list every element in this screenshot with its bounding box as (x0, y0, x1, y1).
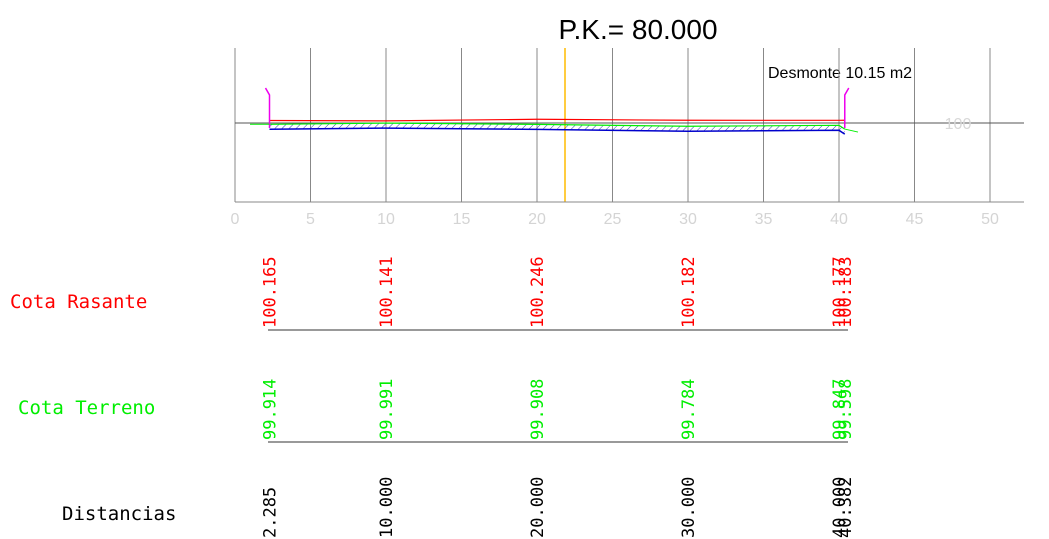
row-value: 40.000 (830, 477, 850, 538)
annotation: Desmonte 10.15 m2 (768, 65, 912, 82)
row-value: 100.141 (377, 256, 397, 328)
x-tick-label: 30 (679, 211, 697, 228)
x-tick-label: 5 (306, 211, 315, 228)
terrain-ext (844, 128, 859, 133)
row-value: 99.847 (830, 379, 850, 440)
row-value: 2.285 (261, 487, 281, 538)
curb (264, 87, 271, 128)
row-value: 100.246 (528, 256, 548, 328)
row-value: 20.000 (528, 477, 548, 538)
row-value: 100.183 (836, 256, 856, 328)
terrain-line (269, 122, 846, 130)
row-value: 99.991 (377, 379, 397, 440)
row-label: Distancias (62, 503, 176, 525)
row-value: 99.784 (679, 379, 699, 440)
row-value: 30.000 (679, 477, 699, 538)
cut-area (269, 123, 845, 135)
row-label: Cota Terreno (18, 397, 155, 419)
x-tick-label: 40 (830, 211, 848, 228)
row-label: Cota Rasante (10, 291, 147, 313)
row-value: 40.382 (836, 477, 856, 538)
subgrade-line (269, 127, 846, 135)
x-tick-label: 45 (906, 211, 924, 228)
x-tick-label: 20 (528, 211, 546, 228)
x-tick-label: 35 (755, 211, 773, 228)
title: P.K.= 80.000 (558, 14, 717, 45)
curb (844, 87, 850, 128)
row-value: 99.908 (528, 379, 548, 440)
row-value: 10.000 (377, 477, 397, 538)
x-tick-label: 50 (981, 211, 999, 228)
row-value: 99.914 (261, 379, 281, 440)
x-tick-label: 0 (231, 211, 240, 228)
row-value: 100.165 (261, 256, 281, 328)
row-value: 99.598 (836, 379, 856, 440)
x-tick-label: 15 (453, 211, 471, 228)
x-tick-label: 25 (604, 211, 622, 228)
row-value: 100.177 (830, 256, 850, 328)
row-value: 100.182 (679, 256, 699, 328)
x-tick-label: 10 (377, 211, 395, 228)
grade-line (269, 118, 845, 122)
y-tick-label: 100 (945, 116, 972, 133)
